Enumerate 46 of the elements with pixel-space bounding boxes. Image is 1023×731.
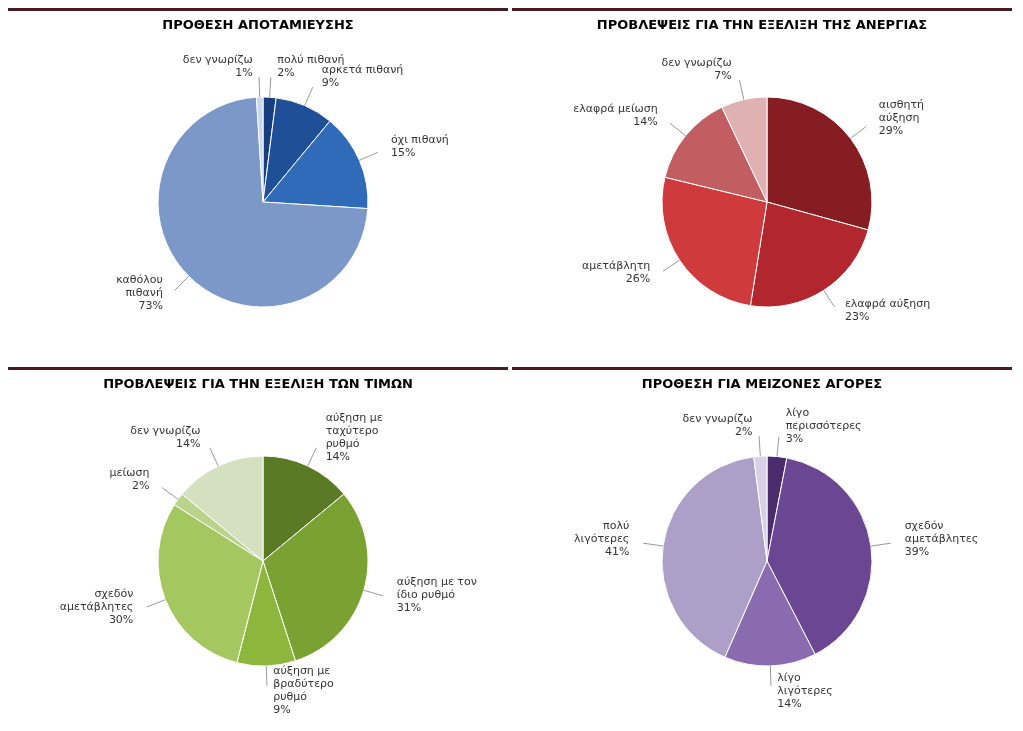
slice-label: αμετάβλητη [582, 259, 651, 273]
slice-label: λίγο περισσότερες [785, 405, 862, 432]
slice-label: λίγο λιγότερες [777, 670, 833, 697]
data-label: 73% [138, 299, 163, 313]
slice-label: μείωση [109, 466, 150, 480]
data-label: 7% [714, 68, 732, 82]
chart-title: ΠΡΟΒΛΕΨΕΙΣ ΓΙΑ ΤΗΝ ΕΞΕΛΙΞΗ ΤΩΝ ΤΙΜΩΝ [102, 376, 414, 391]
slice-label: καθόλου πιθανή [116, 273, 163, 300]
slice-label: αρκετά πιθανή [321, 63, 404, 77]
data-label: 9% [321, 76, 340, 90]
data-label: 14% [325, 450, 351, 464]
slice-label: όχι πιθανή [391, 132, 449, 146]
slice-label: δεν γνωρίζω [661, 55, 732, 69]
data-label: 2% [277, 65, 295, 79]
data-label: 29% [878, 124, 904, 138]
data-label: 2% [131, 479, 150, 493]
slice-label: αύξηση με βραδύτερο ρυθμό [273, 664, 335, 704]
data-label: 39% [904, 545, 930, 559]
chart-title: ΠΡΟΘΕΣΗ ΓΙΑ ΜΕΙΖΟΝΕΣ ΑΓΟΡΕΣ [640, 376, 884, 391]
data-label: 14% [175, 437, 201, 451]
slice-label: σχεδόν αμετάβλητες [59, 586, 134, 613]
data-label: 31% [396, 601, 422, 615]
data-label: 26% [625, 272, 651, 286]
data-label: 15% [391, 145, 416, 159]
data-label: 30% [108, 612, 134, 626]
chart-title: ΠΡΟΘΕΣΗ ΑΠΟΤΑΜΙΕΥΣΗΣ [161, 17, 355, 32]
data-label: 14% [633, 114, 658, 128]
chart-title: ΠΡΟΒΛΕΨΕΙΣ ΓΙΑ ΤΗΝ ΕΞΕΛΙΞΗ ΤΗΣ ΑΝΕΡΓΙΑΣ [595, 17, 929, 32]
slice-label: ελαφρά αύξηση [844, 297, 931, 311]
data-label: 9% [273, 703, 291, 717]
data-label: 14% [777, 696, 802, 710]
slice-label: ελαφρά μείωση [573, 101, 658, 115]
data-label: 3% [785, 431, 804, 445]
slice-label: δεν γνωρίζω [182, 52, 253, 66]
data-label: 23% [844, 310, 870, 324]
data-label: 1% [235, 65, 253, 79]
slice-label: πολύ λιγότερες [573, 519, 630, 546]
slice-label: αισθητή αύξηση [878, 98, 925, 125]
data-label: 41% [604, 545, 630, 559]
slice-label: δεν γνωρίζω [682, 411, 753, 425]
slice-label: πολύ πιθανή [277, 52, 345, 66]
slice-label: αύξηση με τον ίδιο ρυθμό [396, 575, 477, 602]
slice-label: σχεδόν αμετάβλητες [904, 519, 979, 546]
slice-label: αύξηση με ταχύτερο ρυθμό [325, 411, 383, 451]
slice-label: δεν γνωρίζω [130, 424, 201, 438]
data-label: 2% [735, 424, 753, 438]
